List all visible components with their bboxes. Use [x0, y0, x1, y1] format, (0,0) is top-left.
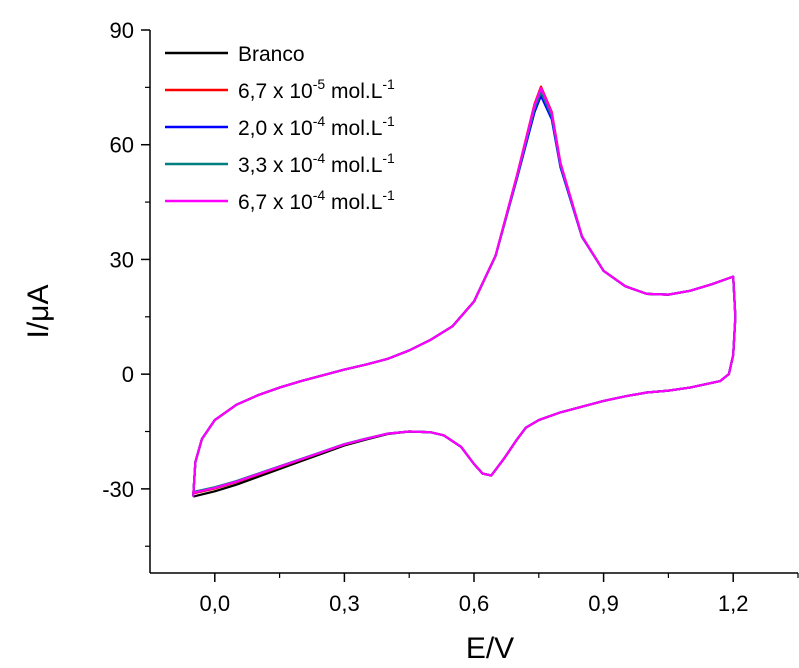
y-axis-title: I/μA — [22, 285, 55, 339]
x-tick-label: 0,0 — [200, 591, 231, 616]
y-tick-label: 90 — [110, 18, 134, 43]
y-tick-label: -30 — [102, 477, 134, 502]
series-line-1 — [192, 85, 737, 497]
legend-label: Branco — [238, 43, 305, 66]
axes: 0,0 0,3 0,6 0,9 1,2 -30 0 30 60 90 — [102, 18, 799, 616]
x-tick-label: 1,2 — [718, 591, 749, 616]
legend-label: 2,0 x 10-4 mol.L-1 — [238, 113, 395, 140]
legend-label: 6,7 x 10-5 mol.L-1 — [238, 76, 395, 103]
curves — [192, 85, 737, 498]
x-tick-label: 0,3 — [329, 591, 360, 616]
x-tick-label: 0,6 — [459, 591, 490, 616]
y-tick-label: 0 — [122, 362, 134, 387]
legend-label: 3,3 x 10-4 mol.L-1 — [238, 150, 395, 177]
legend-label: 6,7 x 10-4 mol.L-1 — [238, 187, 395, 214]
x-axis-title: E/V — [466, 632, 514, 665]
y-tick-label: 30 — [110, 247, 134, 272]
legend: Branco 6,7 x 10-5 mol.L-1 2,0 x 10-4 mol.L… — [165, 43, 395, 214]
series-line-4 — [192, 87, 737, 497]
y-tick-label: 60 — [110, 133, 134, 158]
x-tick-label: 0,9 — [588, 591, 619, 616]
